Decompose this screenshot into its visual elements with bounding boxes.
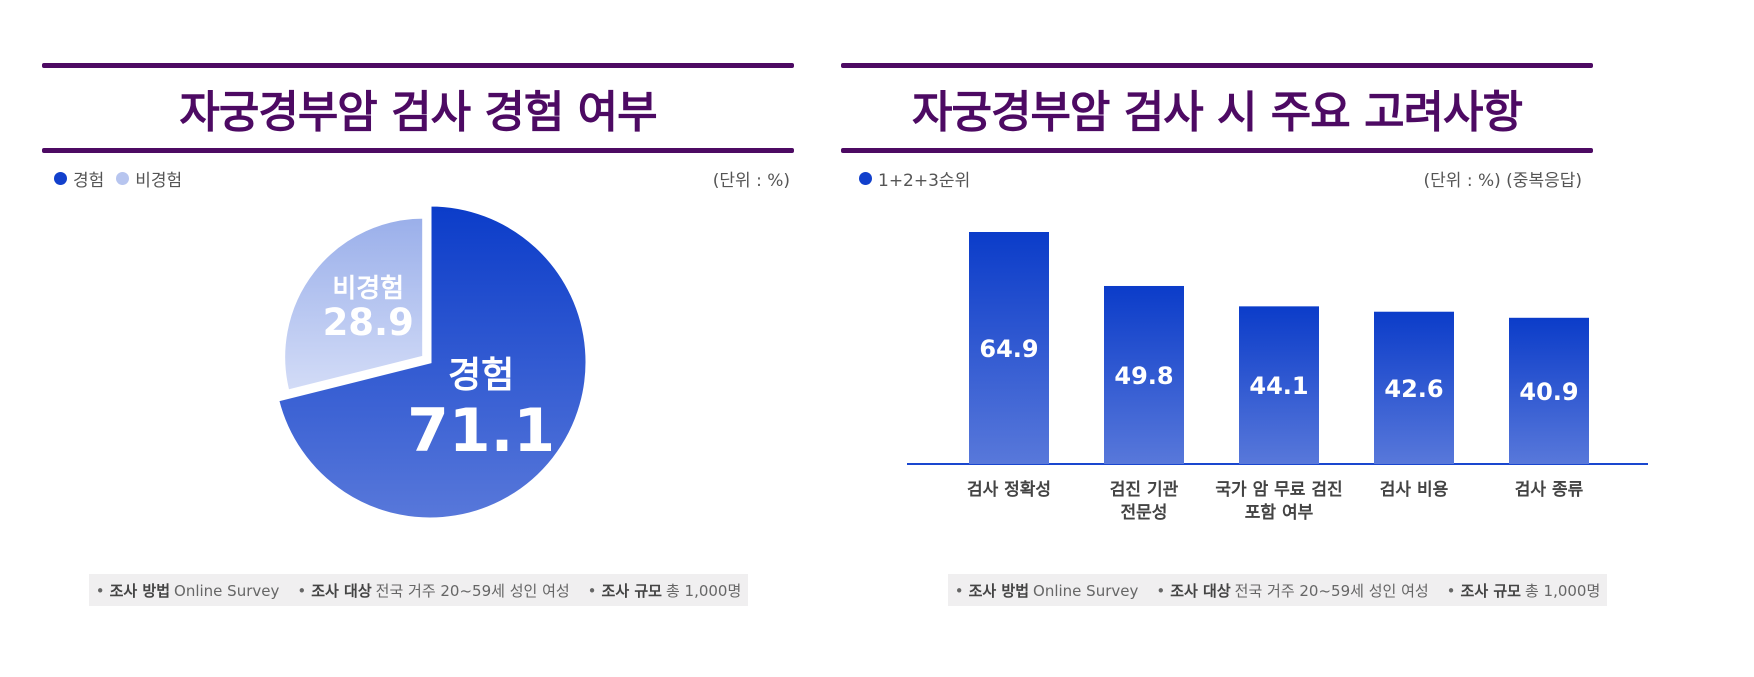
left-panel: 자궁경부암 검사 경험 여부 경험 비경험 (단위 : %) 경험 71.1 비경험…: [42, 63, 794, 606]
footer-value: 전국 거주 20~59세 성인 여성: [375, 581, 570, 600]
x-tick-label: 검사 종류: [1515, 480, 1584, 500]
bar-value-label: 44.1: [1249, 372, 1308, 400]
legend-item-rank123: 1+2+3순위: [859, 166, 970, 191]
legend-label: 1+2+3순위: [878, 171, 971, 191]
bar: [1104, 285, 1184, 464]
footer-value: Online Survey: [1033, 581, 1139, 600]
legend-label: 경험: [73, 171, 105, 191]
footer-size: • 조사 규모 총 1,000명: [587, 581, 742, 600]
legend-item-not-experienced: 비경험: [116, 166, 182, 191]
bar-chart-title: 자궁경부암 검사 시 주요 고려사항: [912, 87, 1523, 138]
bar-unit-label: (단위 : %) (중복응답): [1423, 171, 1582, 191]
x-tick-label: 국가 암 무료 검진: [1215, 480, 1342, 500]
x-tick-label: 포함 여부: [1245, 502, 1314, 523]
legend-label: 비경험: [135, 171, 183, 191]
bar-value-label: 42.6: [1384, 375, 1443, 403]
title-bottom-rule: [42, 148, 794, 153]
pie-slice-value-label: 71.1: [407, 396, 555, 466]
pie-unit-label: (단위 : %): [712, 171, 790, 191]
legend-dot: [54, 172, 67, 185]
footer-value: Online Survey: [174, 581, 280, 600]
footer-method: • 조사 방법 Online Survey: [954, 581, 1139, 600]
bar-value-label: 49.8: [1114, 362, 1173, 390]
footer-key: 조사 규모: [601, 581, 662, 600]
bar: [1509, 317, 1589, 464]
pie-legend: 경험 비경험: [54, 166, 194, 191]
right-panel: 자궁경부암 검사 시 주요 고려사항 1+2+3순위 (단위 : %) (중복응…: [841, 0, 1754, 677]
title-top-rule: [841, 63, 1593, 68]
pie-slice-not-experienced: [282, 215, 426, 393]
bar: [1374, 311, 1454, 464]
footer-method: • 조사 방법 Online Survey: [95, 581, 280, 600]
bar-legend: 1+2+3순위: [859, 166, 982, 191]
title-top-rule: [42, 63, 794, 68]
x-tick-label: 검진 기관: [1110, 480, 1179, 500]
bar: [1239, 306, 1319, 464]
bar-value-label: 64.9: [979, 335, 1038, 363]
pie-slice-name-label: 경험: [448, 355, 514, 396]
survey-info-footer: • 조사 방법 Online Survey • 조사 대상 전국 거주 20~59세 성…: [948, 574, 1607, 606]
footer-key: 조사 대상: [1170, 581, 1231, 600]
x-tick-label: 검사 비용: [1380, 480, 1449, 500]
footer-key: 조사 방법: [109, 581, 171, 600]
legend-dot: [859, 172, 872, 185]
pie-slice-experienced: [275, 203, 589, 521]
footer-size: • 조사 규모 총 1,000명: [1446, 581, 1601, 600]
bar: [969, 232, 1049, 464]
footer-key: 조사 대상: [311, 581, 372, 600]
x-tick-label: 전문성: [1121, 503, 1168, 523]
footer-key: 조사 규모: [1460, 581, 1521, 600]
footer-target: • 조사 대상 전국 거주 20~59세 성인 여성: [1156, 581, 1429, 600]
footer-value: 전국 거주 20~59세 성인 여성: [1234, 581, 1429, 600]
survey-info-footer: • 조사 방법 Online Survey • 조사 대상 전국 거주 20~59세 성…: [89, 574, 748, 606]
footer-value: 총 1,000명: [665, 581, 742, 600]
pie-slice-name-label: 비경험: [332, 274, 404, 304]
title-bottom-rule: [841, 148, 1593, 153]
pie-slice-value-label: 28.9: [323, 301, 414, 344]
bar-value-label: 40.9: [1519, 378, 1578, 406]
legend-dot: [116, 172, 130, 185]
pie-chart-title: 자궁경부암 검사 경험 여부: [179, 87, 657, 138]
footer-target: • 조사 대상 전국 거주 20~59세 성인 여성: [297, 581, 570, 600]
footer-key: 조사 방법: [968, 581, 1030, 600]
x-tick-label: 검사 정확성: [967, 480, 1051, 500]
footer-value: 총 1,000명: [1524, 581, 1601, 600]
legend-item-experienced: 경험: [54, 166, 104, 191]
